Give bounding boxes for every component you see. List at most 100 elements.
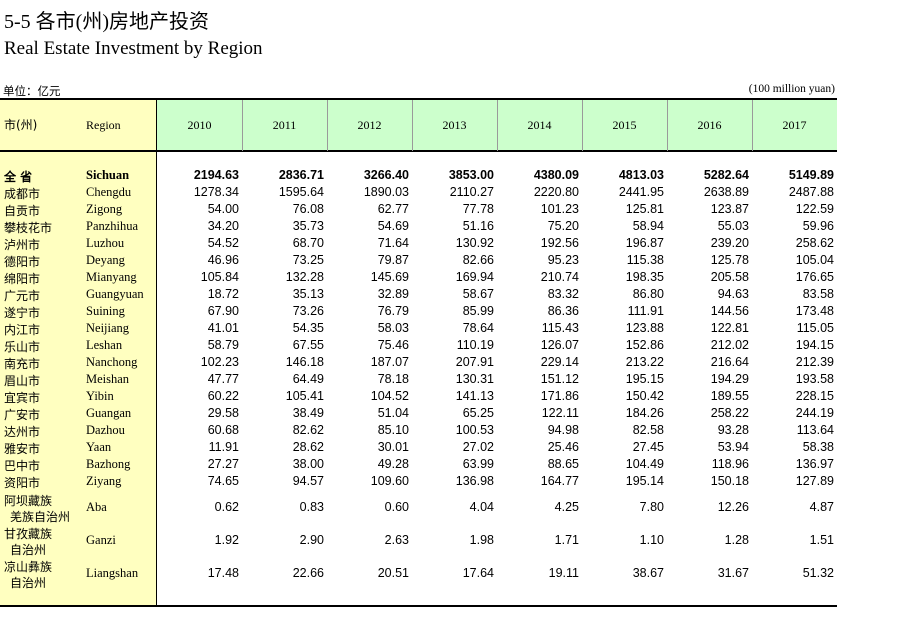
region-name-en: Meishan (86, 372, 130, 386)
table-cell-value: 86.80 (632, 287, 664, 301)
table-cell-value: 195.14 (625, 474, 664, 488)
table-cell-value: 58.67 (462, 287, 494, 301)
region-name-en: Yaan (86, 440, 112, 454)
region-name-cn: 德阳市 (4, 255, 41, 269)
table-cell-value: 38.67 (632, 566, 664, 580)
region-name-en: Panzhihua (86, 219, 139, 233)
table-cell-value: 229.14 (540, 355, 579, 369)
table-cell-value: 30.01 (377, 440, 409, 454)
table-cell-value: 79.87 (377, 253, 409, 267)
table-cell-value: 29.58 (207, 406, 239, 420)
table-cell-value: 58.38 (802, 440, 834, 454)
top-rule (0, 98, 837, 100)
region-name-cn: 乐山市 (4, 340, 41, 354)
table-cell-value: 32.89 (377, 287, 409, 301)
table-cell-value: 38.49 (292, 406, 324, 420)
table-cell-value: 192.56 (540, 236, 579, 250)
table-cell-value: 115.43 (541, 321, 579, 335)
table-cell-value: 58.94 (632, 219, 664, 233)
table-cell-value: 65.25 (462, 406, 494, 420)
column-header-region: Region (86, 118, 121, 132)
table-cell-value: 75.20 (547, 219, 579, 233)
table-cell-value: 1890.03 (363, 185, 409, 199)
table-cell-value: 169.94 (455, 270, 494, 284)
table-cell-value: 82.62 (292, 423, 324, 437)
region-name-cn: 全 省 (4, 170, 33, 184)
table-cell-value: 11.91 (208, 440, 239, 454)
table-cell-value: 76.08 (292, 202, 324, 216)
column-header-year: 2017 (782, 118, 807, 132)
table-cell-value: 67.90 (207, 304, 239, 318)
table-cell-value: 111.91 (627, 304, 664, 318)
table-cell-value: 101.23 (540, 202, 579, 216)
region-name-en: Liangshan (86, 566, 139, 580)
table-cell-value: 194.29 (710, 372, 749, 386)
table-cell-value: 152.86 (625, 338, 664, 352)
table-cell-value: 122.59 (795, 202, 834, 216)
table-cell-value: 2194.63 (193, 168, 239, 182)
table-cell-value: 63.99 (462, 457, 494, 471)
table-cell-value: 213.22 (625, 355, 664, 369)
table-cell-value: 141.13 (455, 389, 494, 403)
header-divider (242, 100, 243, 151)
table-cell-value: 1278.34 (193, 185, 239, 199)
table-cell-value: 2836.71 (278, 168, 324, 182)
table-cell-value: 196.87 (625, 236, 664, 250)
table-cell-value: 35.13 (292, 287, 324, 301)
table-cell-value: 71.64 (377, 236, 409, 250)
region-name-en: Yibin (86, 389, 114, 403)
region-name-en: Mianyang (86, 270, 137, 284)
table-cell-value: 94.63 (717, 287, 749, 301)
table-cell-value: 85.10 (377, 423, 409, 437)
table-cell-value: 60.22 (207, 389, 239, 403)
table-cell-value: 184.26 (625, 406, 664, 420)
header-divider (667, 100, 668, 151)
table-cell-value: 176.65 (795, 270, 834, 284)
table-cell-value: 195.15 (625, 372, 664, 386)
table-cell-value: 2441.95 (618, 185, 664, 199)
table-cell-value: 3266.40 (363, 168, 409, 182)
table-cell-value: 51.16 (462, 219, 494, 233)
region-name-cn: 羌族自治州 (10, 510, 71, 524)
table-cell-value: 130.92 (455, 236, 494, 250)
table-cell-value: 77.78 (462, 202, 494, 216)
region-name-en: Guangyuan (86, 287, 144, 301)
region-name-en: Sichuan (86, 168, 130, 182)
table-cell-value: 2.90 (299, 533, 324, 547)
table-cell-value: 27.02 (462, 440, 494, 454)
table-cell-value: 127.89 (795, 474, 834, 488)
table-cell-value: 19.11 (548, 566, 579, 580)
region-name-cn: 泸州市 (4, 238, 41, 252)
table-cell-value: 4.04 (469, 500, 494, 514)
table-cell-value: 47.77 (207, 372, 239, 386)
table-cell-value: 74.65 (207, 474, 239, 488)
table-cell-value: 31.67 (717, 566, 749, 580)
table-cell-value: 25.46 (547, 440, 579, 454)
table-cell-value: 94.57 (292, 474, 324, 488)
region-name-en: Guangan (86, 406, 132, 420)
table-cell-value: 123.88 (625, 321, 664, 335)
region-name-cn: 自治州 (10, 543, 47, 557)
table-cell-value: 125.81 (625, 202, 664, 216)
table-cell-value: 54.35 (292, 321, 324, 335)
header-divider (752, 100, 753, 151)
table-cell-value: 244.19 (795, 406, 834, 420)
column-separator (156, 100, 157, 605)
region-name-en: Suining (86, 304, 125, 318)
column-header-year: 2012 (357, 118, 382, 132)
table-cell-value: 171.86 (540, 389, 579, 403)
header-divider (582, 100, 583, 151)
region-name-cn: 成都市 (4, 187, 41, 201)
column-header-year: 2010 (187, 118, 212, 132)
table-cell-value: 60.68 (207, 423, 239, 437)
table-cell-value: 1.98 (469, 533, 494, 547)
table-cell-value: 82.66 (462, 253, 494, 267)
region-name-en: Aba (86, 500, 107, 514)
table-cell-value: 78.64 (462, 321, 494, 335)
table-cell-value: 173.48 (795, 304, 834, 318)
table-cell-value: 132.28 (285, 270, 324, 284)
region-name-cn: 甘孜藏族 (4, 527, 53, 541)
table-cell-value: 73.25 (292, 253, 324, 267)
table-cell-value: 1.10 (639, 533, 664, 547)
table-cell-value: 150.42 (625, 389, 664, 403)
